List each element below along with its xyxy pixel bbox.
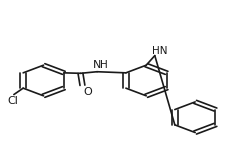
- Text: Cl: Cl: [7, 96, 18, 106]
- Text: H: H: [100, 60, 108, 70]
- Text: HN: HN: [152, 46, 168, 56]
- Text: O: O: [84, 87, 92, 97]
- Text: N: N: [93, 60, 101, 70]
